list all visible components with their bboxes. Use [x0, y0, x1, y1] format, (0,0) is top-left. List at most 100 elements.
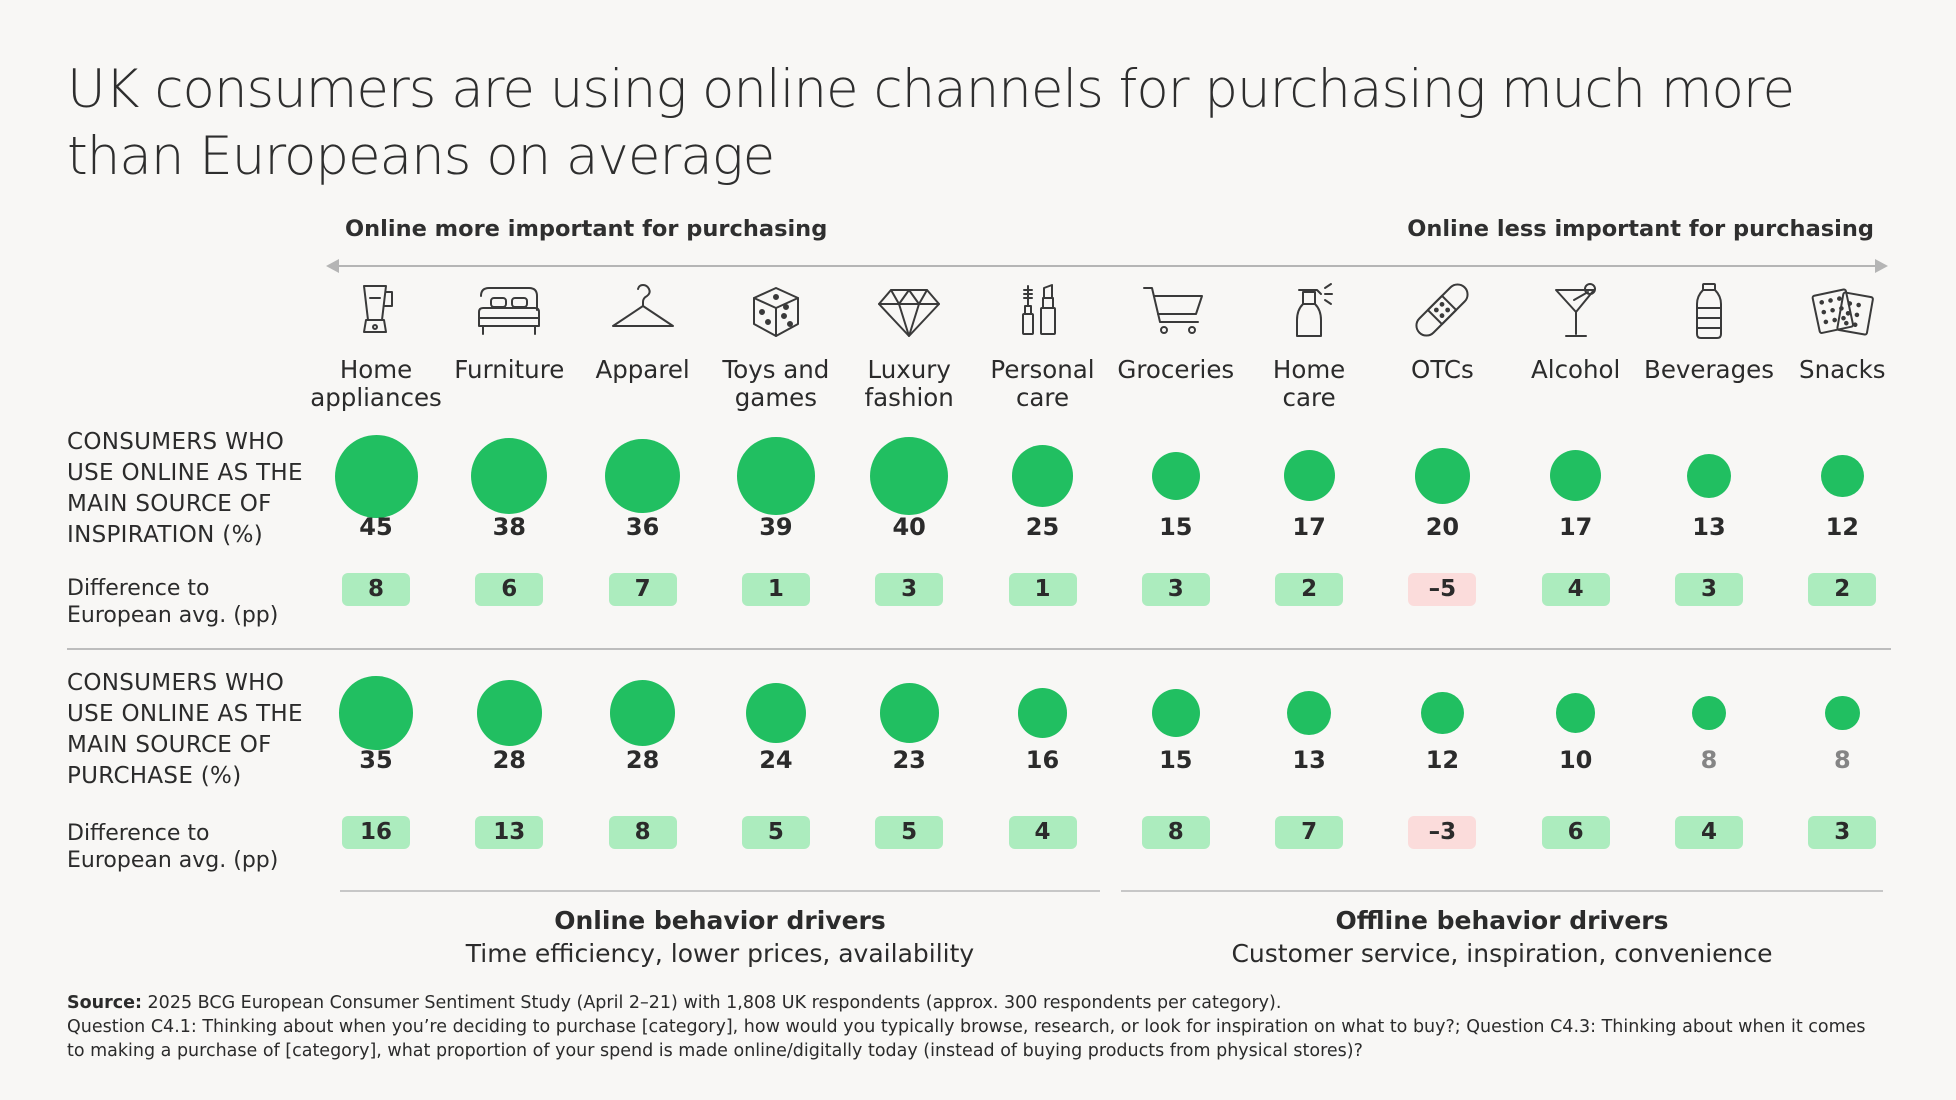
row-label-line: MAIN SOURCE OF — [67, 491, 272, 517]
category-label: Beverages — [1635, 356, 1783, 384]
difference-badge: 7 — [608, 573, 677, 606]
difference-badge: 3 — [1808, 816, 1877, 849]
row-label-line: USE ONLINE AS THE — [67, 460, 303, 486]
category-label: OTCs — [1368, 356, 1516, 384]
bubble — [609, 680, 676, 746]
difference-badge: 1 — [741, 573, 810, 606]
category-label-line: Alcohol — [1531, 355, 1621, 384]
bubble — [1820, 454, 1864, 498]
difference-badge: 6 — [1541, 816, 1610, 849]
category-label-line: Luxury — [867, 355, 951, 384]
difference-badge: 8 — [608, 816, 677, 849]
bubble — [471, 437, 548, 515]
category-label: Toys and games — [702, 356, 850, 412]
category-label-line: care — [1282, 383, 1336, 412]
category-label: Home care — [1235, 356, 1383, 412]
bubble — [334, 434, 418, 518]
category-label-line: Furniture — [454, 355, 565, 384]
offline-drivers-subtitle: Customer service, inspiration, convenien… — [1231, 939, 1773, 968]
category-label-line: Toys and — [722, 355, 830, 384]
diff-label-line: European avg. (pp) — [67, 603, 279, 628]
source-line-1: 2025 BCG European Consumer Sentiment Stu… — [147, 993, 1282, 1013]
bubble — [879, 683, 939, 743]
category-label: Groceries — [1102, 356, 1250, 384]
bubble — [1556, 693, 1596, 733]
value-label: 8 — [1833, 746, 1851, 774]
source-line-2: Question C4.1: Thinking about when you’r… — [67, 1017, 1866, 1061]
value-label: 15 — [1159, 513, 1193, 541]
difference-badge: 3 — [875, 573, 944, 606]
page-title: UK consumers are using online channels f… — [67, 59, 1795, 187]
difference-badge: 13 — [475, 816, 544, 849]
category-label: Luxury fashion — [835, 356, 983, 412]
cocktail-icon — [1536, 280, 1616, 348]
hanger-icon — [603, 280, 683, 348]
difference-badge: 4 — [1675, 816, 1743, 849]
bubble — [1414, 448, 1471, 504]
diff-label-line: Difference to — [67, 576, 210, 601]
value-label: 10 — [1558, 746, 1593, 774]
diamond-icon — [869, 280, 949, 348]
row-label-line: USE ONLINE AS THE — [67, 701, 303, 727]
category-label: Home appliances — [302, 356, 450, 412]
direction-label-right: Online less important for purchasing — [1407, 216, 1874, 242]
value-label: 39 — [759, 513, 793, 541]
diff-label-inspiration: Difference to European avg. (pp) — [67, 575, 278, 629]
difference-badge: 1 — [1008, 573, 1077, 606]
value-label: 17 — [1558, 513, 1593, 541]
bubble — [605, 438, 680, 514]
spray-bottle-icon — [1269, 280, 1349, 348]
value-label: 12 — [1825, 513, 1859, 541]
category-label-line: Personal — [990, 355, 1095, 384]
offline-drivers-rule — [1121, 890, 1883, 892]
bubble — [1017, 688, 1068, 738]
bubble — [1824, 695, 1860, 731]
difference-badge: 7 — [1275, 816, 1344, 849]
online-drivers-rule — [340, 890, 1100, 892]
category-label-line: Home — [339, 355, 413, 384]
difference-badge: 8 — [342, 573, 410, 606]
row-label-line: CONSUMERS WHO — [67, 670, 285, 696]
difference-badge: 2 — [1275, 573, 1344, 606]
bubble — [1151, 452, 1200, 500]
bottle-icon — [1669, 280, 1749, 348]
difference-badge: 16 — [342, 816, 410, 849]
difference-badge: 4 — [1541, 573, 1610, 606]
value-label: 12 — [1425, 746, 1460, 774]
bubble — [1286, 690, 1332, 736]
row-label-line: PURCHASE (%) — [67, 763, 242, 789]
difference-badge: 2 — [1808, 573, 1877, 606]
dice-icon — [736, 280, 816, 348]
category-label-line: games — [734, 383, 818, 412]
online-drivers-subtitle: Time efficiency, lower prices, availabil… — [465, 939, 975, 968]
bubble — [1420, 691, 1464, 735]
value-label: 8 — [1700, 746, 1718, 774]
bubble — [737, 437, 815, 515]
row-label-line: INSPIRATION (%) — [67, 522, 263, 548]
category-label-line: Apparel — [595, 355, 690, 384]
category-label: Snacks — [1768, 356, 1916, 384]
bandage-icon — [1402, 280, 1482, 348]
row-label-inspiration: CONSUMERS WHO USE ONLINE AS THE MAIN SOU… — [67, 427, 303, 551]
category-label-line: Groceries — [1117, 355, 1235, 384]
diff-label-line: Difference to — [67, 821, 210, 846]
blender-icon — [336, 280, 416, 348]
value-label: 16 — [1025, 746, 1060, 774]
difference-badge: 5 — [741, 816, 810, 849]
bubble — [1151, 689, 1200, 737]
value-label: 13 — [1292, 746, 1326, 774]
value-label: 17 — [1292, 513, 1326, 541]
diff-label-line: European avg. (pp) — [67, 848, 279, 873]
difference-badge: 6 — [475, 573, 544, 606]
category-label-line: Home — [1272, 355, 1346, 384]
difference-badge: 5 — [875, 816, 944, 849]
category-label: Apparel — [569, 356, 717, 384]
difference-badge: –5 — [1408, 573, 1477, 606]
category-label: Personal care — [969, 356, 1117, 412]
difference-badge: –3 — [1408, 816, 1477, 849]
row-label-line: MAIN SOURCE OF — [67, 732, 272, 758]
category-label-line: care — [1015, 383, 1070, 412]
row-label-line: CONSUMERS WHO — [67, 429, 285, 455]
bubble — [1283, 450, 1335, 502]
category-label: Alcohol — [1502, 356, 1650, 384]
